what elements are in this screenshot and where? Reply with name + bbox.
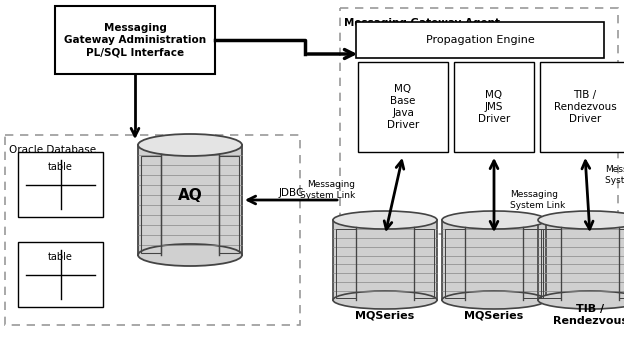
Text: table: table: [48, 252, 73, 262]
Text: MQ
JMS
Driver: MQ JMS Driver: [478, 90, 510, 124]
Bar: [18, 152, 103, 217]
Bar: [358, 62, 448, 152]
Ellipse shape: [442, 211, 546, 229]
Bar: [141, 156, 162, 253]
Text: TIB /
Rendezvous: TIB / Rendezvous: [552, 304, 624, 326]
Text: MQ
Base
Java
Driver: MQ Base Java Driver: [387, 84, 419, 130]
Bar: [414, 229, 434, 298]
Bar: [523, 229, 543, 298]
Text: Messaging
System Link: Messaging System Link: [300, 180, 355, 200]
Ellipse shape: [138, 244, 242, 266]
Text: Messaging
System Link: Messaging System Link: [605, 165, 624, 185]
Ellipse shape: [538, 211, 624, 229]
Bar: [138, 145, 242, 255]
Text: AQ: AQ: [178, 188, 202, 202]
Ellipse shape: [138, 134, 242, 156]
Bar: [454, 62, 534, 152]
Text: Messaging Gateway Agent: Messaging Gateway Agent: [344, 18, 500, 28]
Bar: [538, 220, 624, 300]
Bar: [340, 8, 618, 234]
Text: MQSeries: MQSeries: [464, 310, 524, 320]
Text: table: table: [48, 162, 73, 172]
Ellipse shape: [333, 291, 437, 309]
Bar: [55, 6, 215, 74]
Text: Messaging
System Link: Messaging System Link: [510, 190, 565, 210]
Text: TIB /
Rendezvous
Driver: TIB / Rendezvous Driver: [553, 90, 617, 124]
Text: JDBC: JDBC: [278, 188, 304, 198]
Bar: [540, 62, 624, 152]
Bar: [18, 242, 103, 307]
Bar: [218, 156, 239, 253]
Ellipse shape: [333, 211, 437, 229]
Ellipse shape: [538, 291, 624, 309]
Bar: [618, 229, 624, 298]
Text: MQSeries: MQSeries: [356, 310, 414, 320]
Text: Messaging
Gateway Administration
PL/SQL Interface: Messaging Gateway Administration PL/SQL …: [64, 23, 206, 57]
Ellipse shape: [442, 291, 546, 309]
Bar: [5, 135, 300, 325]
Bar: [356, 22, 604, 58]
Text: Propagation Engine: Propagation Engine: [426, 35, 534, 45]
Bar: [442, 220, 546, 300]
Bar: [333, 220, 437, 300]
Text: Oracle Database: Oracle Database: [9, 145, 96, 155]
Bar: [445, 229, 466, 298]
Bar: [336, 229, 356, 298]
Bar: [541, 229, 562, 298]
